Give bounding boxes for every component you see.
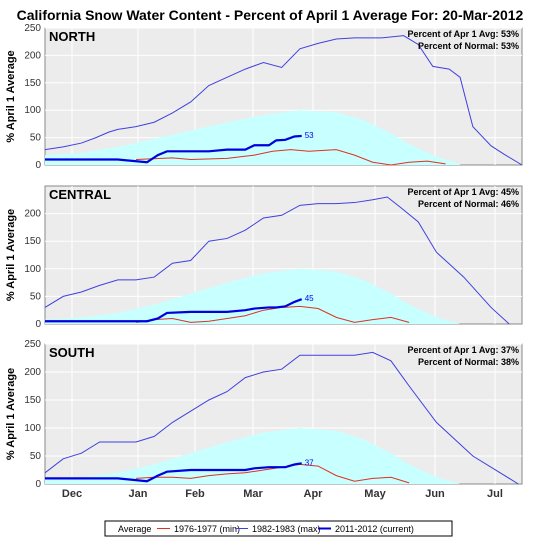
series-current-2011-2012 (45, 134, 302, 164)
y-tick-label: 250 (24, 23, 41, 34)
y-tick-label: 100 (24, 423, 41, 434)
y-tick-label: 50 (30, 291, 42, 302)
y-tick-label: 200 (24, 209, 41, 220)
panel-central: 0 50 100 150 200 45 CENTRAL Percent of Apr 1 Av… (5, 185, 523, 330)
x-tick-label: May (364, 488, 386, 500)
panel-north: 0 50 100 150 200 250 53 NORTH Percent of Apr 1 A… (5, 23, 523, 171)
x-tick-label: Feb (185, 488, 205, 500)
x-tick-label: Jun (425, 488, 445, 500)
legend-label-average: Average (118, 524, 151, 534)
series-max-1982-1983 (44, 196, 510, 325)
y-tick-label: 50 (30, 451, 42, 462)
series-average (45, 110, 461, 165)
y-tick-label: 200 (24, 367, 41, 378)
stat-apr1: Percent of Apr 1 Avg: 37% (407, 345, 519, 355)
series-min-1976-1977 (135, 463, 410, 484)
current-value-label: 45 (305, 294, 314, 303)
series-current-2011-2012 (45, 298, 303, 323)
chart-title: California Snow Water Content - Percent … (17, 7, 524, 23)
y-axis-label: % April 1 Average (5, 368, 17, 460)
y-tick-label: 200 (24, 50, 41, 61)
current-value-label: 37 (305, 458, 314, 467)
stat-normal: Percent of Normal: 46% (418, 199, 519, 209)
region-label: SOUTH (49, 345, 95, 360)
x-tick-label: Apr (304, 488, 324, 500)
y-tick-label: 50 (30, 133, 42, 144)
x-tick-label: Jul (487, 488, 503, 500)
region-label: CENTRAL (49, 187, 111, 202)
series-average (45, 268, 461, 324)
y-tick-label: 250 (24, 339, 41, 350)
y-axis-label: % April 1 Average (5, 50, 17, 142)
y-tick-label: 100 (24, 105, 41, 116)
stat-apr1: Percent of Apr 1 Avg: 53% (407, 29, 519, 39)
x-tick-label: Mar (243, 488, 263, 500)
series-current-2011-2012 (45, 462, 302, 483)
y-axis-label: % April 1 Average (5, 209, 17, 301)
y-tick-label: 150 (24, 78, 41, 89)
series-max-1982-1983 (44, 35, 523, 166)
series-min-1976-1977 (136, 149, 446, 166)
panel-south: 0 50 100 150 200 250 37 SOUTH Percent of Apr 1 A… (5, 339, 523, 490)
region-label: NORTH (49, 29, 95, 44)
stat-normal: Percent of Normal: 53% (418, 41, 519, 51)
legend-label-min: 1976-1977 (min) (174, 524, 240, 534)
series-average (45, 428, 461, 484)
y-tick-label: 0 (35, 479, 41, 490)
y-tick-label: 150 (24, 236, 41, 247)
x-tick-label: Dec (62, 488, 82, 500)
y-tick-label: 0 (35, 160, 41, 171)
legend: Average 1976-1977 (min) 1982-1983 (max) 201… (104, 520, 453, 537)
current-value-label: 53 (305, 131, 314, 140)
y-tick-label: 150 (24, 395, 41, 406)
legend-label-max: 1982-1983 (max) (252, 524, 321, 534)
legend-label-current: 2011-2012 (current) (335, 524, 414, 534)
legend-frame (104, 520, 453, 537)
series-max-1982-1983 (44, 351, 519, 485)
stat-normal: Percent of Normal: 38% (418, 357, 519, 367)
stat-apr1: Percent of Apr 1 Avg: 45% (407, 187, 519, 197)
y-tick-label: 0 (35, 319, 41, 330)
series-min-1976-1977 (135, 305, 410, 323)
y-tick-label: 100 (24, 264, 41, 275)
x-tick-label: Jan (129, 488, 148, 500)
